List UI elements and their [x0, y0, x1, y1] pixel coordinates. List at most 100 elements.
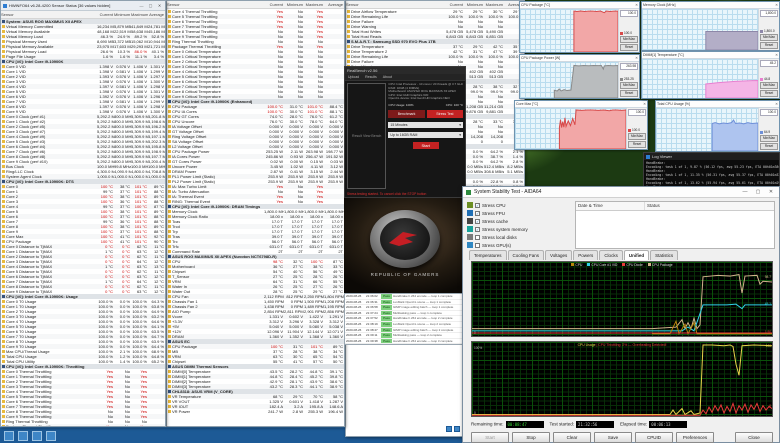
sensor-row[interactable]: Core 4 Clock (perf #9) 5,292.2 MHz800.0 M…	[1, 134, 165, 139]
window-titlebar[interactable]: RealBench v2.56	[345, 67, 465, 74]
sensor-row[interactable]: CPU Fan 2,112 RPM 812 RPM 2,250 RPM 1,804 RP…	[167, 294, 344, 299]
sensor-row[interactable]: Water In 26 °C 25 °C 27 °C 26 °C	[167, 284, 344, 289]
min-max-button[interactable]: Min/Max	[628, 133, 646, 140]
window-titlebar[interactable]: Total CPU Usage [%] ✕	[656, 101, 779, 108]
log-row[interactable]: 2020-08-26 21:36:58 Pass GIMP image editing…	[345, 305, 462, 311]
tab-cooling-fans[interactable]: Cooling Fans	[507, 250, 545, 260]
tab-voltages[interactable]: Voltages	[545, 250, 573, 260]
sensor-row[interactable]: Core 0 Distance to TjMAX 0 °C 0 °C 62 °C 11 …	[1, 244, 165, 249]
minimize-button[interactable]: —	[139, 3, 144, 8]
cpuid-button[interactable]: CPUID	[635, 432, 673, 443]
sensor-section[interactable]: ASUS ROG MAXIMUS XII APEX (Nuvoton NCT67…	[167, 254, 344, 259]
sensor-row[interactable]: Trfc 631.0 T 631.0 T 631.0 T 631.0 T	[167, 244, 344, 249]
gear-icon[interactable]	[454, 426, 460, 432]
sensor-row[interactable]: Trcd 17.0 T 17.0 T 17.0 T 17.0 T	[167, 224, 344, 229]
sensor-row[interactable]: IA: Thermal Event Yes No Yes	[167, 194, 344, 199]
sensor-row[interactable]: DRAM 1.360 V 1.352 V 1.368 V 1.360 V	[167, 334, 344, 339]
window-titlebar[interactable]: HWiNFO64 v6.28-4200 Sensor Status [36 va…	[1, 1, 165, 11]
sensor-row[interactable]: Core 3 Clock (perf #7) 5,292.2 MHz800.0 M…	[1, 129, 165, 134]
sensor-row[interactable]: DIMM[1] Temperature 44.8 °C 28.4 °C 45.2 °C…	[167, 374, 344, 379]
sensor-row[interactable]: Virtual Memory Committed 16,234 MB5,879 M…	[1, 24, 165, 29]
sensor-row[interactable]: Core 7 99 °C 36 °C 101 °C 88 °C	[1, 219, 165, 224]
sensor-row[interactable]: Core 8 T0 Usage 100.0 % 0.0 % 100.0 % 63.9 %	[1, 339, 165, 344]
sensor-row[interactable]: Vcore 1.331 V 0.602 V 1.422 V 1.291 V	[167, 314, 344, 319]
sensor-row[interactable]: Core 4 T0 Usage 100.0 % 0.0 % 100.0 % 64.6 %	[1, 319, 165, 324]
sensor-row[interactable]: Virtual Memory Available 48,168 MB22,519 …	[1, 29, 165, 34]
sensor-row[interactable]: RING: Thermal Event Yes No Yes	[167, 199, 344, 204]
sensor-row[interactable]: Core 7 Critical Temperature No No No	[167, 84, 344, 89]
reset-button[interactable]: Reset	[760, 42, 778, 49]
sensor-row[interactable]: Physical Memory Load 26.6 % 10.3 % 86.0 % 40…	[1, 49, 165, 54]
menu-item-upload[interactable]: Upload	[348, 75, 360, 79]
close-icon[interactable]: ✕	[775, 102, 778, 106]
sensor-row[interactable]: Drive Failure No No No	[346, 19, 524, 24]
sensor-row[interactable]: Ring Thermal Throttling No No No	[167, 39, 344, 44]
sensor-row[interactable]: Core 8 Clock (perf #8) 5,292.2 MHz800.0 M…	[1, 154, 165, 159]
sensor-section[interactable]: System: ASUS ROG MAXIMUS XII APEX	[1, 19, 165, 24]
sensor-row[interactable]: Core 1 VID 1.398 V 0.581 V 1.406 V 1.299 V	[1, 69, 165, 74]
sensor-row[interactable]: DRAM Power 2.87 W 0.41 W 3.15 W 2.44 W	[167, 169, 344, 174]
close-icon[interactable]: ✕	[768, 189, 774, 195]
log-row[interactable]: 2020-08-26 21:39:11 Pass Multitasking pass …	[345, 333, 462, 339]
minimize-button[interactable]: —	[742, 189, 748, 195]
sensor-row[interactable]: Core 3 VID 1.398 V 0.576 V 1.406 V 1.300 V	[1, 79, 165, 84]
handbrake-icon[interactable]	[46, 430, 56, 441]
sensor-row[interactable]: Core 5 Thermal Throttling Yes No Yes	[167, 14, 344, 19]
sensor-row[interactable]: Package Thermal Throttling Yes No Yes	[1, 424, 165, 426]
sensor-row[interactable]: Core 9 Clock (perf #10) 5,292.2 MHz800.0 …	[1, 159, 165, 164]
sensor-row[interactable]: Ring/LLC Clock 4,300.0 MHz4,090.9 MHz4,80…	[1, 169, 165, 174]
sensor-row[interactable]: Core 2 T0 Usage 100.0 % 0.0 % 100.0 % 64.9 %	[1, 309, 165, 314]
sensor-row[interactable]: Core 6 T0 Usage 100.0 % 0.0 % 100.0 % 63.5 %	[1, 329, 165, 334]
sensor-row[interactable]: Core 4 Thermal Throttling Yes No Yes	[1, 389, 165, 394]
close-button[interactable]: Close	[735, 432, 773, 443]
sensor-row[interactable]: Core 1 T0 Usage 100.0 % 0.0 % 100.0 % 63.8 %	[1, 304, 165, 309]
sensor-row[interactable]: IA Voltage Offset 0.000 V 0.000 V 0.000 V 0.…	[167, 124, 344, 129]
sensor-row[interactable]: Core 9 Distance to TjMAX 0 °C 0 °C 63 °C 12 …	[1, 289, 165, 294]
maximize-button[interactable]: ▢	[755, 189, 761, 195]
log-row[interactable]: 2020-08-26 21:37:24 Pass Multitasking pass …	[345, 310, 462, 317]
min-max-button[interactable]: Min/Max	[620, 82, 638, 89]
checkbox[interactable]	[475, 242, 480, 248]
sensor-row[interactable]: Chipset 55 °C 41 °C 57 °C 50 °C	[167, 359, 344, 364]
sensor-row[interactable]: +5V 5.040 V 5.000 V 5.080 V 5.038 V	[167, 324, 344, 329]
sensor-row[interactable]: Core 3 Distance to TjMAX 0 °C 0 °C 64 °C 12 …	[1, 259, 165, 264]
log-row[interactable]: 2020-08-26 21:36:31 Pass LuxMark OpenCL sce…	[345, 299, 462, 306]
sensor-row[interactable]: Physical Memory Used 8,690 MB 3,372 MB 15,0…	[1, 39, 165, 44]
sensor-section[interactable]: CPU [#0]: Intel Core i9-10900K	[1, 59, 165, 64]
sensor-row[interactable]: Core 5 T0 Usage 100.0 % 0.0 % 100.0 % 64.1 %	[1, 324, 165, 329]
log-row[interactable]: 2020-08-26 21:37:52 Pass Handbrake h.264 en…	[345, 316, 462, 322]
sensor-row[interactable]: Core 7 Clock (perf #6) 5,292.2 MHz800.0 M…	[1, 149, 165, 154]
sensor-row[interactable]: Core 4 VID 1.397 V 0.581 V 1.406 V 1.298 V	[1, 84, 165, 89]
sensor-row[interactable]: Core 7 T0 Usage 100.0 % 0.0 % 100.0 % 64.7 %	[1, 334, 165, 339]
sensor-row[interactable]: Drive Airflow Temperature 29 °C 29 °C 30 °C…	[346, 9, 524, 14]
sensor-row[interactable]: Core 6 Critical Temperature No No No	[167, 79, 344, 84]
sensor-row[interactable]: Core 6 Thermal Throttling Yes No Yes	[167, 19, 344, 24]
sensor-row[interactable]: Uncore Power 3.45 W 1.02 W 4.11 W 3.12 W	[167, 164, 344, 169]
sensor-row[interactable]: Core 5 Thermal Throttling Yes No Yes	[1, 394, 165, 399]
sensor-row[interactable]: T_Sensor 27 °C 25 °C 28 °C 26 °C	[167, 274, 344, 279]
sensor-row[interactable]: PL2 Power Limit (Static) 253.9 W 253.9 W 25…	[167, 179, 344, 184]
tab-powers[interactable]: Powers	[573, 250, 599, 260]
sensor-row[interactable]: VRM 64 °C 31 °C 66 °C 55 °C	[167, 279, 344, 284]
sensor-row[interactable]: Package Thermal Throttling Yes No Yes	[167, 44, 344, 49]
window-titlebar[interactable]: Memory Clock [MHz] ✕	[642, 2, 779, 9]
sensor-row[interactable]: Drive Remaining Life 100.0 % 100.0 % 100.0 …	[346, 54, 524, 59]
tab-temperatures[interactable]: Temperatures	[469, 250, 507, 260]
close-icon[interactable]: ✕	[635, 56, 638, 60]
sensor-row[interactable]: Total Host Writes 5,478 GB 5,478 GB 5,490 G…	[346, 29, 524, 34]
sensor-row[interactable]: Drive Remaining Life 100.0 % 100.0 % 100.0 …	[346, 14, 524, 19]
sensor-row[interactable]: Core 2 Distance to TjMAX 0 °C 0 °C 62 °C 11 …	[1, 254, 165, 259]
sensor-section[interactable]: CPU [#0]: Intel Core i9-10900K: Usage	[1, 294, 165, 299]
aida64-icon[interactable]	[32, 430, 42, 441]
sensor-row[interactable]: Core 4 99 °C 37 °C 100 °C 87 °C	[1, 204, 165, 209]
preferences-button[interactable]: Preferences	[676, 432, 714, 443]
stress-test-button[interactable]: Stress Test	[426, 109, 464, 118]
sensor-section[interactable]: CPU [#0]: Intel Core i9-10900K: Throttli…	[1, 364, 165, 369]
sensor-row[interactable]: Core 9 100 °C 37 °C 101 °C 88 °C	[1, 229, 165, 234]
sensor-row[interactable]: CPU Uncore 76.0 °C 30.0 °C 78.0 °C 64.0 °C	[167, 119, 344, 124]
sensor-row[interactable]: Trc 56.0 T 56.0 T 56.0 T 56.0 T	[167, 239, 344, 244]
sensor-row[interactable]: Trp 17.0 T 17.0 T 17.0 T 17.0 T	[167, 229, 344, 234]
sensor-row[interactable]: Drive Failure No No No	[346, 59, 524, 64]
sensor-row[interactable]: Core 3 T0 Usage 100.0 % 0.0 % 100.0 % 63.2 %	[1, 314, 165, 319]
